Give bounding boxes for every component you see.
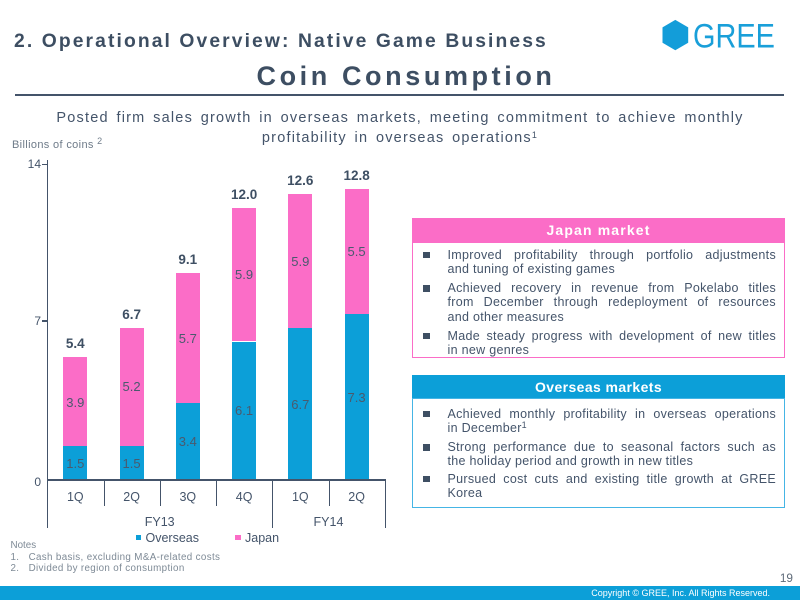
svg-text:GREE: GREE bbox=[693, 16, 775, 55]
